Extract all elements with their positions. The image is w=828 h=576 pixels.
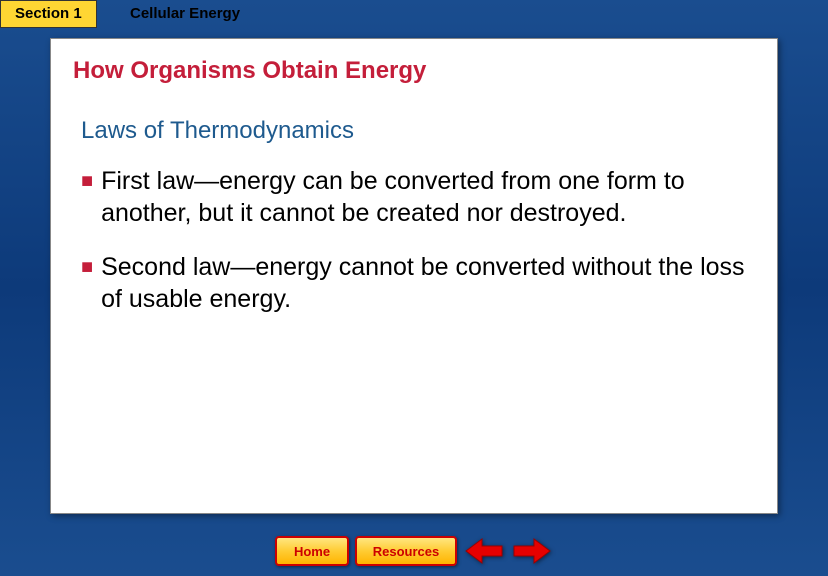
slide-container: How Organisms Obtain Energy Laws of Ther… [50, 38, 778, 514]
home-button-label: Home [294, 544, 330, 559]
section-tab: Section 1 [0, 0, 97, 28]
title-bar: How Organisms Obtain Energy [51, 39, 777, 95]
slide-subtitle: Laws of Thermodynamics [51, 95, 777, 155]
arrow-right-icon [512, 536, 552, 566]
section-label: Section 1 [15, 5, 82, 22]
arrow-left-icon [464, 536, 504, 566]
chapter-label: Cellular Energy [130, 5, 240, 22]
resources-button-label: Resources [373, 544, 439, 559]
bullet-text: First law—energy can be converted from o… [101, 165, 749, 229]
prev-arrow-button[interactable] [463, 534, 505, 568]
slide-title: How Organisms Obtain Energy [73, 57, 755, 85]
resources-button[interactable]: Resources [355, 536, 457, 566]
bullet-text: Second law—energy cannot be converted wi… [101, 251, 749, 315]
footer-nav: Home Resources [0, 534, 828, 568]
home-button[interactable]: Home [275, 536, 349, 566]
next-arrow-button[interactable] [511, 534, 553, 568]
bullet-marker-icon: ■ [81, 251, 93, 315]
slide-content: ■ First law—energy can be converted from… [51, 155, 777, 347]
bullet-item: ■ Second law—energy cannot be converted … [81, 251, 749, 315]
bullet-item: ■ First law—energy can be converted from… [81, 165, 749, 229]
bullet-marker-icon: ■ [81, 165, 93, 229]
